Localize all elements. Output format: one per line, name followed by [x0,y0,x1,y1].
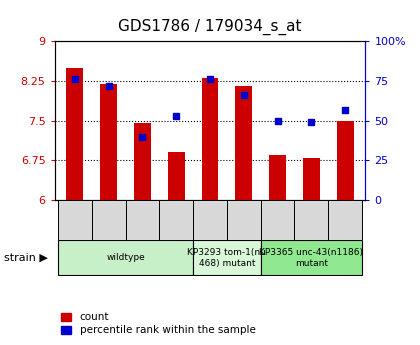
Bar [168,152,185,200]
FancyBboxPatch shape [193,200,227,240]
Text: KP3293 tom-1(nu
468) mutant: KP3293 tom-1(nu 468) mutant [187,248,266,268]
FancyBboxPatch shape [92,200,126,240]
FancyBboxPatch shape [261,240,362,275]
Text: wildtype: wildtype [106,253,145,263]
Bar [269,155,286,200]
FancyBboxPatch shape [58,200,92,240]
Text: GDS1786 / 179034_s_at: GDS1786 / 179034_s_at [118,19,302,35]
FancyBboxPatch shape [294,200,328,240]
FancyBboxPatch shape [193,240,261,275]
FancyBboxPatch shape [58,240,193,275]
Text: strain ▶: strain ▶ [4,253,48,263]
Bar [100,84,117,200]
Bar [303,158,320,200]
Text: KP3365 unc-43(n1186)
mutant: KP3365 unc-43(n1186) mutant [259,248,363,268]
Bar [134,124,151,200]
Bar [66,68,83,200]
FancyBboxPatch shape [159,200,193,240]
FancyBboxPatch shape [328,200,362,240]
FancyBboxPatch shape [126,200,159,240]
Bar [235,86,252,200]
Bar [337,121,354,200]
FancyBboxPatch shape [261,200,294,240]
Bar [202,78,218,200]
Legend: count, percentile rank within the sample: count, percentile rank within the sample [60,311,257,336]
FancyBboxPatch shape [227,200,261,240]
